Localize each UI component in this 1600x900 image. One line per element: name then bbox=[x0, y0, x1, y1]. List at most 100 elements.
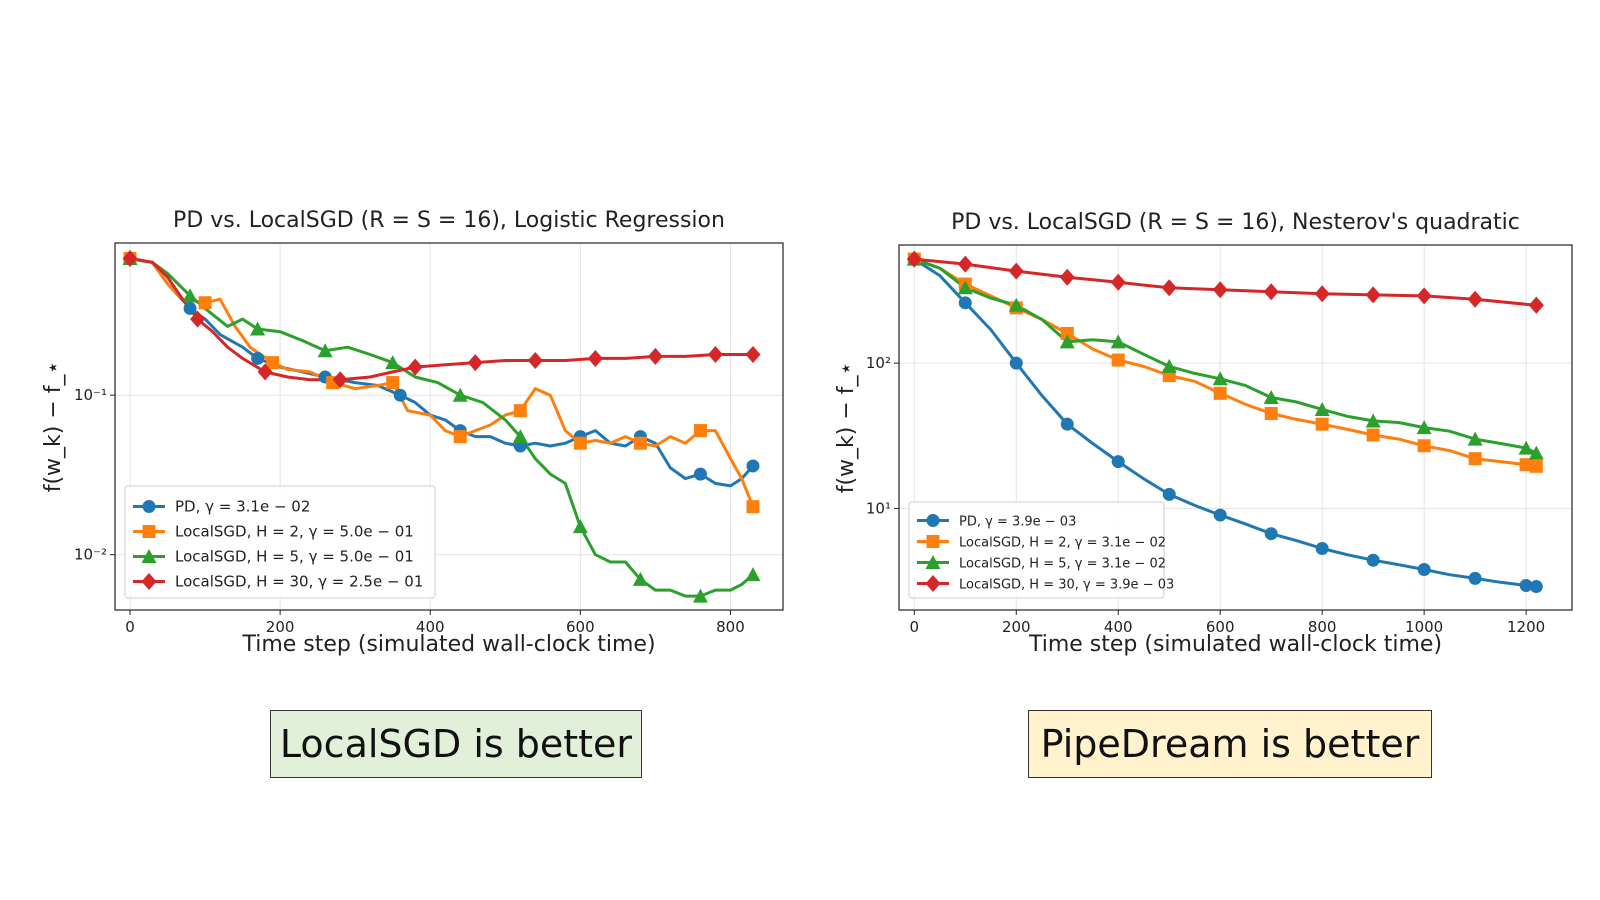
series-1-point bbox=[1213, 386, 1227, 400]
series-3-point bbox=[257, 363, 273, 381]
legend-label-0: PD, γ = 3.1e − 02 bbox=[175, 498, 310, 516]
x-tick-label: 200 bbox=[266, 618, 295, 636]
series-2-point bbox=[957, 280, 973, 295]
series-2-point bbox=[1467, 431, 1483, 446]
plot-frame bbox=[898, 244, 1573, 611]
series-2-point bbox=[1008, 297, 1024, 312]
legend-label-3: LocalSGD, H = 30, γ = 2.5e − 01 bbox=[175, 573, 423, 591]
x-tick-label: 800 bbox=[1308, 618, 1337, 636]
series-0-point bbox=[1529, 580, 1543, 594]
series-0-point bbox=[183, 301, 197, 315]
series-2-point bbox=[385, 355, 401, 370]
series-0-point bbox=[251, 351, 265, 365]
verdict-box-localsgd: LocalSGD is better bbox=[270, 710, 642, 778]
series-1-point bbox=[266, 356, 280, 370]
series-3-point bbox=[1365, 286, 1381, 304]
series-1-point bbox=[1468, 452, 1482, 466]
y-tick-label: 10² bbox=[866, 354, 891, 372]
legend-marker-1 bbox=[142, 525, 156, 538]
series-2-point bbox=[1263, 389, 1279, 404]
series-line-2 bbox=[129, 257, 754, 598]
series-3-point bbox=[467, 354, 483, 372]
y-tick-label: 10⁻² bbox=[74, 546, 107, 564]
series-1-point bbox=[1111, 353, 1125, 367]
series-2-point bbox=[1416, 420, 1432, 435]
series-3-point bbox=[1528, 296, 1544, 314]
series-1-point bbox=[1315, 417, 1329, 431]
series-3-point bbox=[122, 249, 138, 267]
series-3-point bbox=[190, 310, 206, 328]
legend-marker-0 bbox=[142, 500, 156, 513]
legend-marker-3 bbox=[925, 575, 941, 592]
chart-nesterov-quadratic: 0 200 400 600 800 1000 1200 10¹ 10² PD vs. LocalS… bbox=[834, 210, 1573, 657]
series-0-point bbox=[1009, 356, 1023, 370]
series-0-point bbox=[393, 388, 407, 402]
series-3-point bbox=[957, 255, 973, 273]
series-2-point bbox=[1518, 440, 1534, 455]
series-3-point bbox=[1212, 281, 1228, 299]
series-line-0 bbox=[129, 257, 755, 488]
series-1-point bbox=[1417, 439, 1431, 453]
series-2-point bbox=[182, 288, 198, 303]
series-2-point bbox=[745, 567, 761, 582]
series-0-point bbox=[1162, 487, 1176, 501]
series-0-point bbox=[1213, 508, 1227, 522]
legend-label-2: LocalSGD, H = 5, γ = 5.0e − 01 bbox=[175, 548, 414, 566]
chart-title: PD vs. LocalSGD (R = S = 16), Logistic R… bbox=[173, 208, 725, 233]
series-2-point bbox=[572, 519, 588, 534]
series-3-point bbox=[1110, 273, 1126, 291]
series-2-point bbox=[1314, 401, 1330, 416]
series-0-point bbox=[1111, 455, 1125, 469]
series-0-point bbox=[1060, 417, 1074, 431]
legend-box bbox=[124, 485, 436, 599]
series-0-point bbox=[746, 459, 760, 473]
legend-marker-3 bbox=[141, 573, 157, 590]
series-3-point bbox=[707, 345, 723, 363]
series-line-3 bbox=[129, 257, 753, 382]
series-3-point bbox=[1314, 285, 1330, 303]
series-2-point bbox=[512, 429, 528, 444]
series-2-point bbox=[317, 343, 333, 358]
series-2-point bbox=[1212, 371, 1228, 386]
series-1-point bbox=[386, 376, 400, 390]
x-tick-label: 1000 bbox=[1405, 618, 1443, 636]
x-axis-label: Time step (simulated wall-clock time) bbox=[1028, 632, 1442, 657]
series-2-point bbox=[1365, 413, 1381, 428]
verdict-text-pipedream: PipeDream is better bbox=[1040, 722, 1420, 766]
series-2-point bbox=[692, 588, 708, 603]
series-2-point bbox=[250, 321, 266, 336]
verdict-text-localsgd: LocalSGD is better bbox=[279, 722, 633, 766]
legend-label-1: LocalSGD, H = 2, γ = 5.0e − 01 bbox=[175, 523, 414, 541]
series-3-point bbox=[1467, 290, 1483, 308]
verdict-box-pipedream: PipeDream is better bbox=[1028, 710, 1432, 778]
plot-frame bbox=[114, 242, 784, 611]
series-1-point bbox=[693, 424, 707, 438]
legend-label-2: LocalSGD, H = 5, γ = 3.1e − 02 bbox=[959, 557, 1166, 572]
series-0-point bbox=[1417, 562, 1431, 576]
series-0-point bbox=[1315, 541, 1329, 555]
series-line-1 bbox=[129, 257, 755, 508]
series-1-point bbox=[1529, 459, 1543, 473]
series-2-point bbox=[452, 387, 468, 402]
series-1-point bbox=[453, 430, 467, 444]
series-3-point bbox=[587, 349, 603, 367]
series-0-point bbox=[1468, 571, 1482, 585]
x-tick-label: 800 bbox=[716, 618, 745, 636]
series-3-point bbox=[1263, 283, 1279, 301]
chart-logistic-regression: 0 200 400 600 800 10⁻² 10⁻¹ PD vs. LocalSGD (R … bbox=[41, 208, 784, 657]
series-1-point bbox=[513, 404, 527, 418]
series-1-point bbox=[1366, 428, 1380, 442]
series-2-point bbox=[1161, 358, 1177, 373]
series-1-point bbox=[633, 436, 647, 450]
series-0-point bbox=[1366, 553, 1380, 567]
legend-label-0: PD, γ = 3.9e − 03 bbox=[959, 515, 1076, 530]
series-1-point bbox=[1519, 458, 1533, 472]
series-3-point bbox=[1161, 279, 1177, 297]
series-0-point bbox=[693, 467, 707, 481]
series-2-point bbox=[1528, 445, 1544, 460]
legend-label-3: LocalSGD, H = 30, γ = 3.9e − 03 bbox=[959, 578, 1174, 593]
y-tick-label: 10¹ bbox=[866, 499, 891, 517]
series-2-point bbox=[632, 571, 648, 586]
x-tick-label: 400 bbox=[1104, 618, 1133, 636]
series-line-3 bbox=[914, 257, 1537, 307]
